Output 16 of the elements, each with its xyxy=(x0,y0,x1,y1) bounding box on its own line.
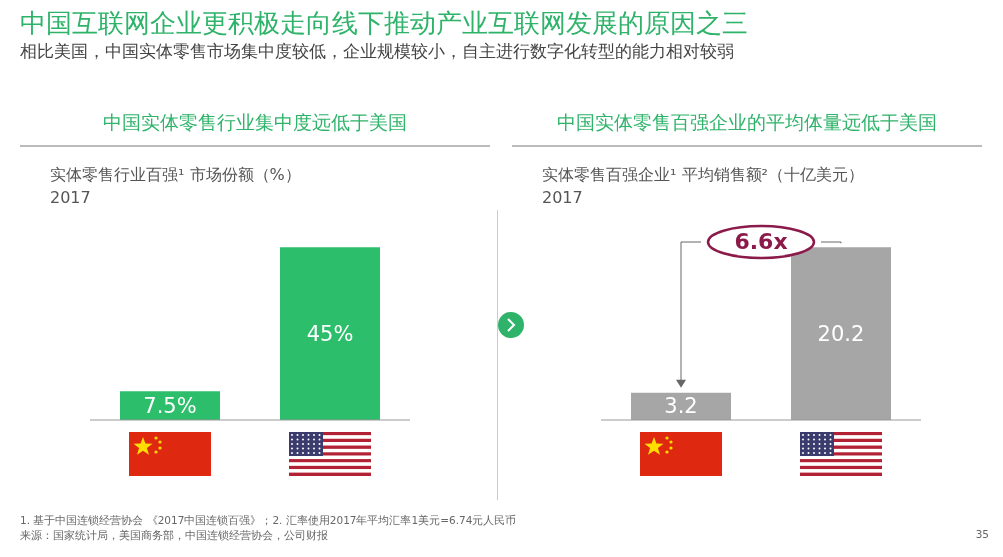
text: 1. 基于中国连锁经营协会 《2017中国连锁百强》；2. 汇率使用2017年平均汇率1美元=6.74元人民币 xyxy=(20,514,517,528)
text: 35 xyxy=(975,528,989,540)
chart-title: 中国实体零售百强企业的平均体量远低于美国 xyxy=(556,110,938,135)
text: 2017 xyxy=(50,188,91,207)
text: 相比美国，中国实体零售市场集中度较低，企业规模较小，自主进行数字化转型的能力相对较弱 xyxy=(20,40,734,63)
annotation: 6.6x xyxy=(733,229,789,254)
data-label: 7.5% xyxy=(143,393,197,418)
data-label: 20.2 xyxy=(817,321,865,346)
text: 中国互联网企业更积极走向线下推动产业互联网发展的原因之三 xyxy=(20,7,748,40)
text: 2017 xyxy=(542,188,583,207)
data-label: 3.2 xyxy=(664,394,698,419)
chart-title: 中国实体零售行业集中度远低于美国 xyxy=(102,110,408,135)
source-note: 来源：国家统计局，美国商务部，中国连锁经营协会，公司财报 xyxy=(20,529,328,543)
y-axis-title: 实体零售百强企业¹ 平均销售额²（十亿美元） xyxy=(542,165,864,186)
y-axis-title: 实体零售行业百强¹ 市场份额（%） xyxy=(50,165,301,186)
data-label: 45% xyxy=(306,321,354,346)
